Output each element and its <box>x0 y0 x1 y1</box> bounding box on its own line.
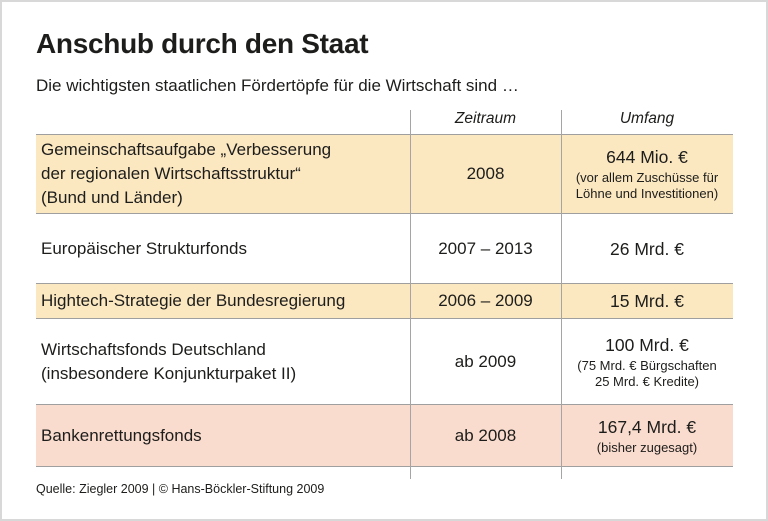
page-subtitle: Die wichtigsten staatlichen Fördertöpfe … <box>36 76 519 95</box>
umfang-value: 100 Mrd. € <box>605 334 689 355</box>
column-divider <box>561 110 562 479</box>
umfang-value: 26 Mrd. € <box>610 238 684 259</box>
umfang-cell: 15 Mrd. € <box>561 284 733 318</box>
column-divider <box>410 110 411 479</box>
zeitraum-value: ab 2008 <box>454 425 517 445</box>
umfang-cell: 167,4 Mrd. € (bisher zugesagt) <box>561 405 733 466</box>
umfang-value: 15 Mrd. € <box>610 291 684 311</box>
page-title: Anschub durch den Staat <box>36 28 369 59</box>
program-name: Bankenrettungsfonds <box>41 425 202 445</box>
umfang-cell: 100 Mrd. € (75 Mrd. € Bürgschaften 25 Mr… <box>561 319 733 404</box>
umfang-cell: 26 Mrd. € <box>561 214 733 283</box>
zeitraum-value: 2006 – 2009 <box>438 291 533 310</box>
zeitraum-value: 2007 – 2013 <box>438 238 533 258</box>
column-header-program <box>36 110 410 134</box>
source-note: Quelle: Ziegler 2009 | © Hans-Böckler-St… <box>36 482 325 496</box>
funding-table: Zeitraum Umfang Gemeinschaftsaufgabe „Ve… <box>36 110 733 479</box>
zeitraum-value: ab 2009 <box>454 351 517 371</box>
program-name: Gemeinschaftsaufgabe „Verbesserung der r… <box>41 140 332 207</box>
table-row: Wirtschaftsfonds Deutschland (insbesonde… <box>36 318 733 404</box>
column-header-umfang: Umfang <box>619 110 675 127</box>
umfang-cell: 644 Mio. € (vor allem Zuschüsse für Löhn… <box>561 135 733 213</box>
table-header-row: Zeitraum Umfang <box>36 110 733 134</box>
table-row: Bankenrettungsfonds ab 2008 167,4 Mrd. €… <box>36 404 733 467</box>
table-row: Europäischer Strukturfonds 2007 – 2013 2… <box>36 213 733 283</box>
umfang-value: 167,4 Mrd. € <box>597 416 697 437</box>
table-row: Gemeinschaftsaufgabe „Verbesserung der r… <box>36 134 733 213</box>
program-name: Europäischer Strukturfonds <box>41 238 247 258</box>
table-row: Hightech-Strategie der Bundesregierung 2… <box>36 283 733 318</box>
program-name: Hightech-Strategie der Bundesregierung <box>41 291 346 310</box>
zeitraum-value: 2008 <box>466 164 505 183</box>
umfang-note: (vor allem Zuschüsse für Löhne und Inves… <box>575 170 719 201</box>
program-name: Wirtschaftsfonds Deutschland (insbesonde… <box>41 339 297 383</box>
column-header-zeitraum: Zeitraum <box>454 110 517 127</box>
umfang-note: (bisher zugesagt) <box>596 439 698 455</box>
umfang-value: 644 Mio. € <box>606 147 688 167</box>
umfang-note: (75 Mrd. € Bürgschaften 25 Mrd. € Kredit… <box>577 357 717 389</box>
